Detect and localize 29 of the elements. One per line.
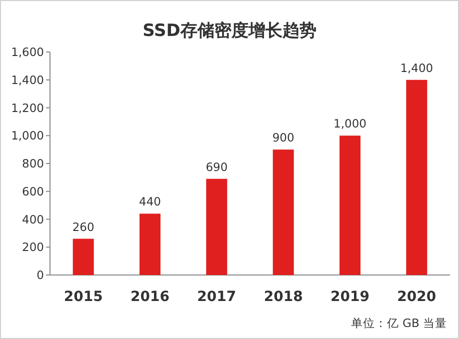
x-tick-label: 2016 [130, 289, 170, 305]
bar [72, 238, 94, 275]
y-tick-label: 800 [22, 156, 44, 170]
chart-title: SSD存储密度增长趋势 [142, 21, 316, 41]
x-tick-label: 2017 [197, 289, 236, 305]
text: 单位：亿 GB 当量 [350, 316, 447, 330]
data-label: 260 [72, 220, 94, 234]
x-tick-label: 2018 [264, 289, 303, 305]
data-label: 900 [272, 130, 294, 145]
data-label: 440 [139, 194, 161, 209]
data-label: 1,000 [334, 116, 366, 131]
y-tick-label: 200 [22, 240, 44, 254]
y-tick-label: 400 [22, 212, 44, 226]
bar [272, 150, 294, 275]
bar [140, 214, 160, 275]
bar [340, 136, 360, 275]
bar [206, 178, 228, 275]
y-tick-label: 1,200 [11, 100, 44, 115]
y-tick-label: 600 [22, 184, 44, 198]
y-tick-label: 0 [36, 268, 44, 282]
bar [406, 80, 428, 275]
data-label: 1,400 [400, 60, 434, 75]
y-tick-label: 1,000 [11, 128, 44, 143]
x-tick-label: 2015 [64, 289, 103, 305]
data-label: 690 [206, 160, 228, 174]
x-tick-label: 2019 [330, 289, 370, 305]
x-tick-label: 2020 [397, 289, 436, 305]
y-tick-label: 1,600 [11, 45, 44, 59]
y-tick-label: 1,400 [11, 72, 44, 87]
